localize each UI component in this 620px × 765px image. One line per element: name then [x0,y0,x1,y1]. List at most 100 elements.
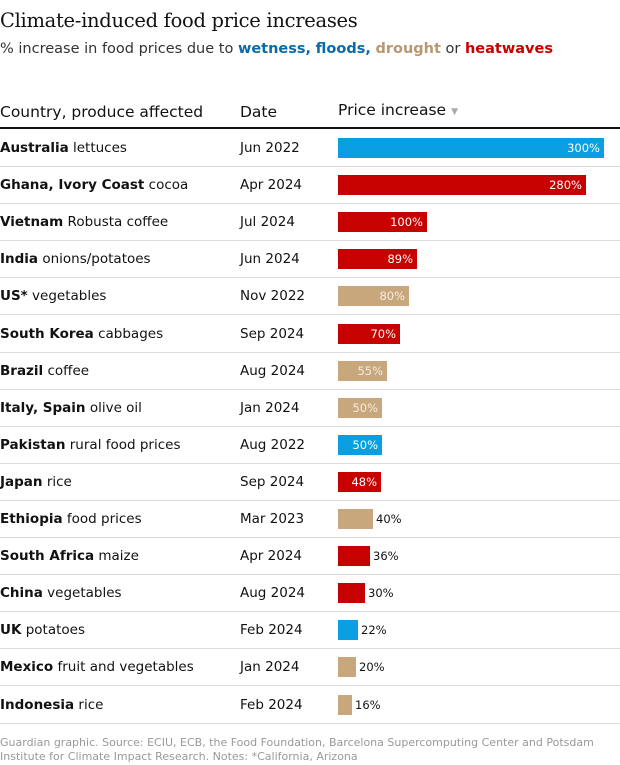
price-bar-label: 50% [352,437,378,452]
legend-heatwaves: heatwaves [464,41,553,57]
country-name: Mexico [0,659,54,676]
column-header-date: Date [240,103,278,121]
price-bar [338,175,586,196]
row-country-cell: South Korea cabbages [0,316,163,352]
table-row: South Africa maize Apr 2024 36% [0,538,620,576]
country-name: Ethiopia [0,511,63,527]
row-divider [0,611,620,613]
table-row: China vegetables Aug 2024 30% [0,575,620,613]
price-bar-label: 300% [567,141,600,155]
row-date: Aug 2024 [240,362,306,379]
produce-name: cocoa [144,177,189,194]
row-country-cell: Japan rice [0,464,72,500]
row-country-cell: Australia lettuces [0,130,127,166]
table-row: Australia lettuces Jun 2022 300% [0,130,620,167]
price-bar-label: 40% [376,512,402,526]
price-bar [338,360,387,381]
row-divider [0,722,620,724]
price-bar-label: 70% [370,326,396,341]
row-country-cell: China vegetables [0,575,122,611]
table-row: Brazil coffee Aug 2024 55% [0,353,620,390]
row-date: Jun 2024 [240,251,300,268]
row-divider [0,277,620,279]
country-name: UK [0,622,22,639]
price-bar-label: 89% [387,252,413,267]
produce-name: lettuces [68,140,127,156]
table-row: India onions/potatoes Jun 2024 89% [0,241,620,279]
row-divider [0,685,620,687]
price-bar-label: 80% [379,289,405,304]
produce-name: food prices [62,511,142,527]
table-row: Pakistan rural food prices Aug 2022 50% [0,427,620,464]
price-bar [338,471,381,492]
row-country-cell: Vietnam Robusta coffee [0,204,168,240]
produce-name: olive oil [85,399,142,416]
row-country-cell: UK potatoes [0,612,85,648]
produce-name: maize [94,548,139,565]
row-divider [0,240,620,242]
country-name: Vietnam [0,214,64,231]
row-date: Apr 2024 [240,177,303,194]
row-country-cell: Pakistan rural food prices [0,427,181,463]
price-bar [338,434,382,455]
price-bar-label: 280% [549,178,582,193]
country-name: Pakistan [0,436,66,453]
table-row: Vietnam Robusta coffee Jul 2024 100% [0,204,620,242]
country-name: Brazil [0,362,44,379]
row-country-cell: Ethiopia food prices [0,501,142,537]
country-name: China [0,585,43,602]
price-bar-label: 55% [357,363,383,378]
column-header-country: Country, produce affected [0,103,204,121]
country-name: US* [0,288,28,305]
price-bar [338,397,382,418]
row-date: Sep 2024 [240,473,305,490]
row-country-cell: Brazil coffee [0,353,89,389]
legend-wetness: wetness, [237,41,312,57]
row-divider [0,574,620,576]
row-divider [0,648,620,650]
row-divider [0,388,620,390]
price-bar [338,286,409,307]
row-country-cell: US* vegetables [0,278,106,314]
subtitle-or: or [440,41,465,57]
table-row: Ghana, Ivory Coast cocoa Apr 2024 280% [0,167,620,205]
row-date: Jun 2022 [240,140,300,156]
table-row: South Korea cabbages Sep 2024 70% [0,316,620,353]
row-divider [0,203,620,205]
table-row: Japan rice Sep 2024 48% [0,464,620,501]
produce-name: cabbages [93,325,164,342]
country-name: South Korea [0,325,94,342]
price-bar [338,509,373,529]
row-date: Jan 2024 [240,659,300,676]
country-name: South Africa [0,548,95,565]
row-date: Mar 2023 [240,511,305,527]
produce-name: Robusta coffee [63,214,169,231]
price-bar [338,583,365,604]
produce-name: potatoes [21,622,86,639]
table-row: US* vegetables Nov 2022 80% [0,278,620,316]
produce-name: vegetables [42,585,122,602]
row-country-cell: India onions/potatoes [0,241,151,277]
price-bar-label: 100% [390,215,423,230]
row-date: Feb 2024 [240,696,303,713]
produce-name: rural food prices [65,436,181,453]
row-date: Apr 2024 [240,548,303,565]
column-header-price[interactable]: Price increase ▼ [338,101,458,119]
row-date: Aug 2024 [240,585,306,602]
chart-subtitle: % increase in food prices due to wetness… [0,41,553,57]
sort-descending-icon: ▼ [451,107,458,117]
row-divider [0,166,620,167]
price-bar [338,249,417,270]
price-bar [338,620,358,641]
produce-name: onions/potatoes [38,251,151,268]
legend-drought: drought [375,41,441,57]
row-divider [0,462,620,464]
row-country-cell: Mexico fruit and vegetables [0,649,194,685]
price-bar-label: 36% [373,549,399,564]
row-divider [0,351,620,353]
price-bar-label: 30% [368,586,394,601]
price-bar [338,694,352,715]
country-name: Australia [0,140,69,156]
produce-name: fruit and vegetables [53,659,194,676]
row-country-cell: Indonesia rice [0,687,103,723]
